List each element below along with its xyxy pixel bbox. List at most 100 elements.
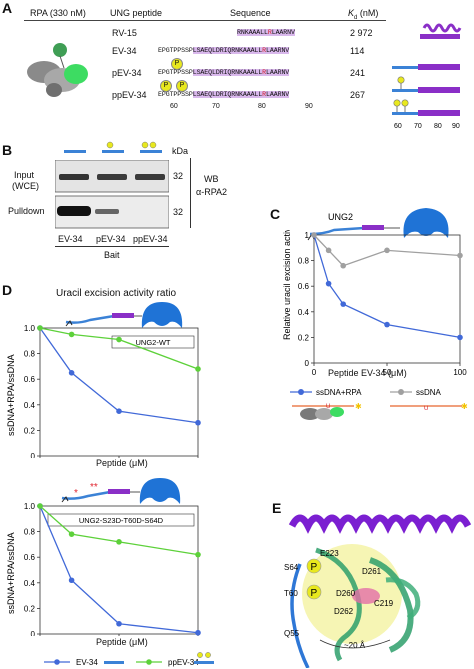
structure-e: P P S64 T60 Q55 E223 D261 D260 C219 D262…: [284, 514, 472, 668]
header-sequence: Sequence: [230, 8, 271, 18]
western-blot: [55, 160, 169, 229]
svg-text:✱: ✱: [355, 402, 362, 411]
legend-d: EV-34 ppEV-34: [44, 652, 214, 667]
chart-d-bottom-xlabel: Peptide (μM): [96, 637, 148, 647]
x-tick-label: 50: [383, 368, 392, 377]
data-point: [37, 325, 43, 331]
panel-label-d: D: [2, 282, 13, 298]
legend-c: ssDNA+RPA ssDNA U ✱ U ✱: [290, 388, 468, 420]
series-line: [39, 505, 199, 634]
peptide-sequence: EPGTPPSSPLSAEQLDRIQRNKAAALLRLAARNV: [158, 91, 290, 98]
lane-ev34: EV-34: [58, 234, 83, 244]
kda-32-top: 32: [173, 171, 184, 181]
peptide-sequence: RNKAAALLRLAARNV: [237, 29, 295, 36]
inset-label: UNG2-WT: [136, 338, 171, 347]
data-point: [325, 247, 332, 254]
wh-label: WH: [66, 44, 75, 50]
data-point: [195, 419, 201, 426]
data-point: [116, 620, 122, 627]
label-c219: C219: [374, 599, 394, 608]
data-point: [116, 408, 122, 414]
data-point: [195, 629, 201, 636]
lane-ppev34: ppEV-34: [133, 234, 168, 244]
schematic-tick-90: 90: [452, 123, 460, 130]
series-line: [39, 505, 199, 556]
label-s64: S64: [284, 563, 299, 572]
header-kd: Kd (nM): [348, 8, 379, 21]
schematic-tick-70: 70: [414, 123, 422, 130]
y-tick-label: 1.0: [24, 324, 36, 333]
data-point: [457, 252, 463, 259]
data-point: [340, 301, 346, 307]
data-point: [68, 331, 75, 338]
kd-value: 2 972: [350, 28, 373, 38]
y-tick-label: 0.2: [298, 333, 310, 342]
rpa-cartoon: WH: [27, 43, 88, 97]
y-tick-label: 0: [31, 630, 36, 636]
phospho-circle: P: [176, 80, 188, 92]
peptide-sequence: EPGTPPSSPLSAEQLDRIQRNKAAALLRLAARNV: [158, 47, 290, 54]
y-tick-label: 0.4: [24, 579, 36, 588]
data-point: [68, 370, 75, 376]
series-line: [39, 327, 199, 424]
uracil-mark-2: U: [424, 406, 428, 412]
legend-c-ssdna: ssDNA: [416, 388, 442, 397]
peptide-name: ppEV-34: [112, 90, 147, 100]
data-point: [68, 531, 75, 537]
row-label-wce: (WCE): [12, 181, 39, 191]
data-point: [457, 334, 463, 341]
wb-label: WB: [204, 174, 219, 184]
schematic-tick-60: 60: [394, 123, 402, 130]
chart-d-bottom: ssDNA+RPA/ssDNA 00.20.40.60.81.0050100UN…: [6, 502, 201, 636]
x-tick-label: 0: [312, 368, 317, 377]
data-point: [195, 551, 201, 558]
data-point: [340, 262, 346, 269]
data-point: [68, 577, 75, 584]
star-single: *: [74, 488, 78, 499]
inset-label: UNG2-S23D-T60D-S64D: [79, 516, 164, 525]
lane-pev34: pEV-34: [96, 234, 126, 244]
wb-bracket: [190, 158, 191, 228]
peptide-name: pEV-34: [112, 68, 142, 78]
helix-top: [288, 514, 472, 534]
seq-tick-60: 60: [170, 103, 178, 110]
chart-d-top: ssDNA+RPA/ssDNA 00.20.40.60.81.0050100UN…: [6, 324, 201, 458]
kd-value: 114: [350, 46, 365, 56]
panel-label-a: A: [2, 0, 13, 16]
bait-underline: [55, 246, 169, 247]
panel-label-c: C: [270, 206, 281, 222]
series-line: [39, 327, 199, 370]
data-point: [325, 280, 332, 287]
kda-label: kDa: [172, 146, 189, 156]
phospho-circle: P: [160, 80, 172, 92]
data-point: [384, 321, 390, 328]
y-tick-label: 1.0: [24, 502, 36, 511]
kd-value: 241: [350, 68, 366, 78]
legend-d-ev34: EV-34: [76, 658, 98, 667]
ung2-label: UNG2: [328, 212, 353, 222]
phospho-circle: P: [171, 58, 183, 70]
y-tick-label: 0.6: [24, 375, 36, 384]
svg-text:✱: ✱: [461, 402, 468, 411]
label-d261: D261: [362, 567, 382, 576]
data-point: [311, 232, 317, 238]
peptide-sequence: EPGTPPSSPLSAEQLDRIQRNKAAALLRLAARNV: [158, 69, 290, 76]
bait-icons: [64, 141, 162, 153]
chart-d-top-xlabel: Peptide (μM): [96, 458, 148, 468]
y-tick-label: 0.4: [24, 401, 36, 410]
star-double: **: [90, 482, 98, 493]
uracil-mark-1: U: [326, 404, 330, 410]
chart-d-top-ylabel: ssDNA+RPA/ssDNA: [6, 354, 16, 436]
label-20a: ~20 Å: [344, 641, 366, 650]
data-point: [195, 366, 201, 372]
y-tick-label: 0: [31, 452, 36, 458]
seq-tick-70: 70: [212, 103, 220, 110]
peptide-schematic: 60 70 80 90: [392, 23, 462, 130]
seq-tick-90: 90: [305, 103, 313, 110]
y-tick-label: 0.2: [24, 426, 36, 435]
seq-tick-80: 80: [258, 103, 266, 110]
chart-d-bottom-ylabel: ssDNA+RPA/ssDNA: [6, 532, 16, 614]
kda-32-bottom: 32: [173, 207, 184, 217]
data-point: [384, 247, 390, 254]
y-tick-label: 0.8: [24, 528, 36, 537]
